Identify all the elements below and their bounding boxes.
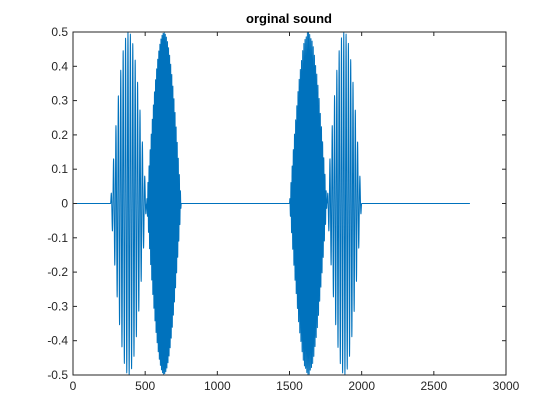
y-tick-label: 0.3: [51, 94, 68, 108]
x-tick-label: 1500: [276, 379, 303, 393]
waveform-series: [72, 31, 471, 376]
y-tick-label: -0.3: [47, 299, 68, 313]
y-tick-label: 0: [61, 197, 68, 211]
x-tick-label: 500: [135, 379, 155, 393]
x-tick-label: 1000: [204, 379, 231, 393]
x-tick-label: 0: [70, 379, 77, 393]
y-tick-label: 0.4: [51, 59, 68, 73]
y-tick-label: -0.1: [47, 231, 68, 245]
y-tick-label: 0.1: [51, 162, 68, 176]
y-tick-label: 0.2: [51, 128, 68, 142]
y-tick-label: -0.5: [47, 368, 68, 382]
y-tick-label: -0.4: [47, 334, 68, 348]
x-tick-label: 3000: [493, 379, 520, 393]
y-axis: -0.5 -0.4 -0.3 -0.2 -0.1 0 0.1 0.2 0.3 0.4 0.5: [47, 25, 506, 382]
y-tick-label: 0.5: [51, 25, 68, 39]
x-axis: 0 500 1000 1500 2000 2500 3000: [70, 32, 520, 393]
x-tick-label: 2000: [348, 379, 375, 393]
y-tick-label: -0.2: [47, 265, 68, 279]
x-tick-label: 2500: [420, 379, 447, 393]
chart-title: orginal sound: [246, 11, 332, 26]
waveform-line: [72, 31, 471, 376]
